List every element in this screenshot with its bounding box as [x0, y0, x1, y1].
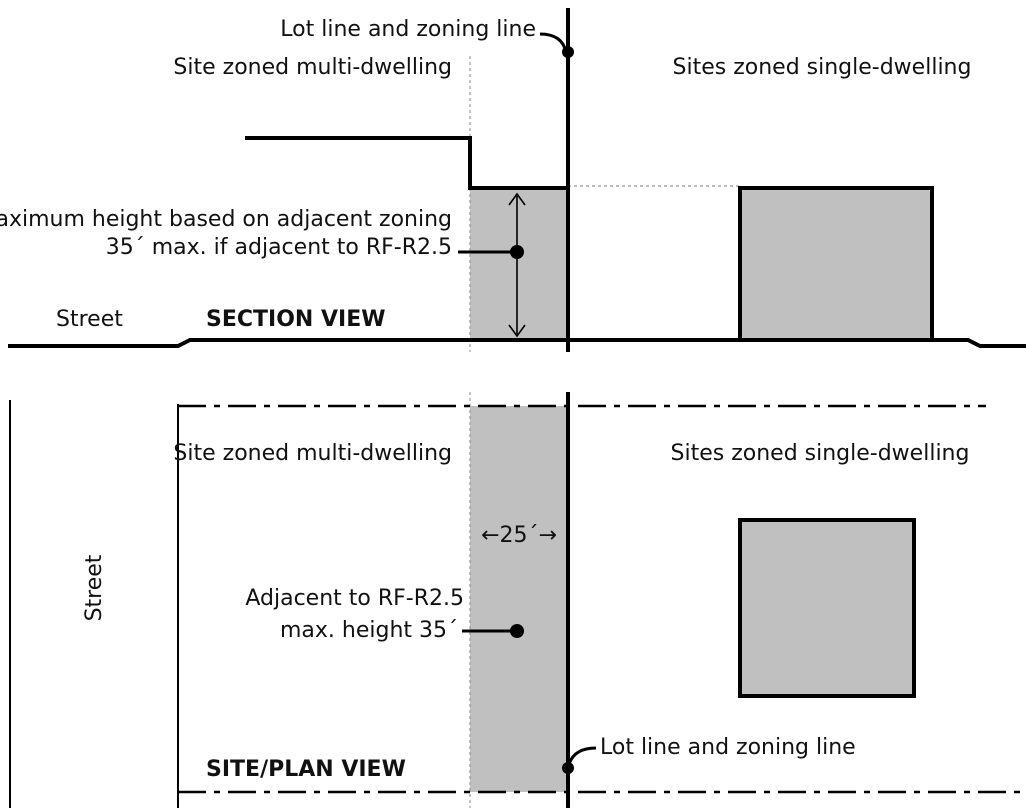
plan-view: Site zoned multi-dwelling Sites zoned si… [9, 392, 1020, 808]
plan-setback-strip [470, 406, 568, 792]
section-single-dwelling-label: Sites zoned single-dwelling [673, 55, 972, 80]
section-street-label: Street [56, 307, 123, 332]
height-label-dot [510, 245, 524, 259]
section-multi-dwelling-label: Site zoned multi-dwelling [173, 55, 452, 80]
section-lot-line-dot [562, 46, 574, 58]
section-lot-line-label: Lot line and zoning line [280, 17, 536, 42]
section-view: Lot line and zoning line Site zoned mult… [0, 8, 1026, 352]
plan-view-title: SITE/PLAN VIEW [206, 757, 406, 782]
adjacent-label-line2: max. height 35´ [280, 618, 458, 643]
section-view-title: SECTION VIEW [206, 307, 386, 332]
plan-multi-dwelling-label: Site zoned multi-dwelling [173, 441, 452, 466]
single-dwelling-house [738, 186, 934, 342]
section-lot-line-leader [539, 32, 568, 53]
plan-lot-line-label: Lot line and zoning line [600, 735, 856, 760]
max-height-label-line2: 35´ max. if adjacent to RF-R2.5 [106, 235, 452, 260]
plan-street-label: Street [82, 554, 107, 621]
height-arrowhead-bottom [508, 324, 526, 338]
section-step-down-area [470, 188, 568, 340]
plan-lot-line-dot [562, 762, 574, 774]
plan-single-dwelling-label: Sites zoned single-dwelling [671, 441, 970, 466]
plan-single-dwelling-house [738, 518, 916, 698]
height-arrowhead-top [508, 192, 526, 206]
max-height-label-line1: Maximum height based on adjacent zoning [0, 207, 452, 232]
multi-dwelling-building-outline [245, 136, 568, 190]
section-ground-line [8, 338, 1026, 348]
setback-dimension-label: ←25´→ [481, 523, 557, 548]
adjacent-label-dot [510, 624, 524, 638]
adjacent-label-line1: Adjacent to RF-R2.5 [245, 586, 464, 611]
